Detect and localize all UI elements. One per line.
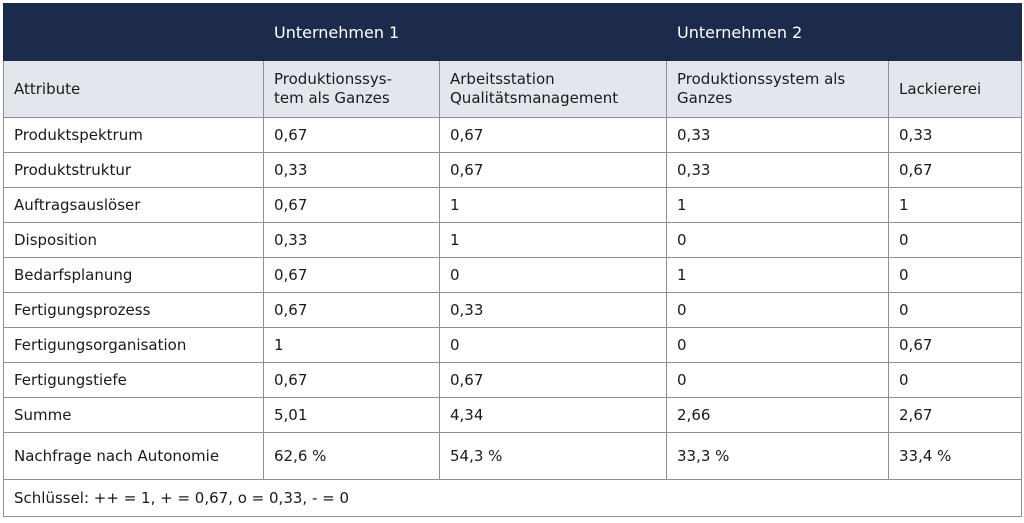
table-cell: 0,33 [263,152,440,188]
table-cell: 1 [666,257,890,293]
table-row: Bedarfsplanung 0,67 0 1 0 [3,257,1023,293]
table-cell: 2,67 [888,397,1023,433]
table-cell: 0 [438,327,668,363]
table-row: Disposition 0,33 1 0 0 [3,222,1023,258]
table-cell: 0 [888,257,1023,293]
table-cell: 0 [666,362,890,398]
row-label: Produktstruktur [3,152,264,188]
autonomy-table: Unternehmen 1 Unternehmen 2 Attribute Pr… [2,3,1023,517]
table-row: Fertigungsorganisation 1 0 0 0,67 [3,327,1023,363]
row-label: Fertigungstiefe [3,362,264,398]
table-cell: 0 [888,362,1023,398]
table-cell: 1 [438,222,668,258]
table-cell: 1 [888,187,1023,223]
table-cell: 0,33 [888,117,1023,153]
legend-row: Schlüssel: ++ = 1, + = 0,67, o = 0,33, -… [2,479,1023,517]
header-line: Qualitätsmanagement [450,89,619,107]
empty-corner-cell [3,3,264,61]
column-header-row: Attribute Produktionssys-tem als Ganzes … [3,60,1023,118]
table-cell: 0 [666,327,890,363]
table-cell: 0,67 [888,327,1023,363]
header-line: Ganzes [677,89,733,107]
row-label: Fertigungsorganisation [3,327,264,363]
row-label: Bedarfsplanung [3,257,264,293]
header-line: tem als Ganzes [274,89,390,107]
attribute-column-header: Attribute [3,60,264,118]
row-label: Summe [3,397,264,433]
table-cell: 5,01 [263,397,440,433]
table-cell: 1 [263,327,440,363]
table-cell: 62,6 % [263,432,440,480]
table-cell: 0 [666,292,890,328]
table-cell: 1 [438,187,668,223]
row-label: Disposition [3,222,264,258]
key-legend: Schlüssel: ++ = 1, + = 0,67, o = 0,33, -… [2,479,1023,517]
table-cell: 0,67 [438,152,668,188]
table-cell: 4,34 [438,397,668,433]
table-cell: 0,67 [263,292,440,328]
table-cell: 0 [438,257,668,293]
table-row: Fertigungsprozess 0,67 0,33 0 0 [3,292,1023,328]
table-cell: 54,3 % [438,432,668,480]
table-cell: 0 [888,222,1023,258]
autonomy-demand-row: Nachfrage nach Autonomie 62,6 % 54,3 % 3… [3,432,1023,480]
table-cell: 0,67 [263,187,440,223]
table-cell: 0 [666,222,890,258]
table-cell: 0,33 [438,292,668,328]
row-label: Produktspektrum [3,117,264,153]
table-cell: 0,67 [438,362,668,398]
column-header-production-system-2: Produktionssystem als Ganzes [666,60,890,118]
table-cell: 0,67 [438,117,668,153]
table-cell: 1 [666,187,890,223]
header-line: Arbeitsstation [450,70,555,88]
column-header-production-system-1: Produktionssys-tem als Ganzes [263,60,440,118]
table-cell: 0,33 [666,117,890,153]
table-row: Produktstruktur 0,33 0,67 0,33 0,67 [3,152,1023,188]
company-1-header: Unternehmen 1 [262,3,668,61]
row-label: Fertigungsprozess [3,292,264,328]
sum-row: Summe 5,01 4,34 2,66 2,67 [3,397,1023,433]
table-cell: 0,33 [666,152,890,188]
column-header-paint-shop: Lackiererei [888,60,1023,118]
table-row: Fertigungstiefe 0,67 0,67 0 0 [3,362,1023,398]
table-cell: 0 [888,292,1023,328]
company-header-row: Unternehmen 1 Unternehmen 2 [3,3,1023,61]
company-2-header: Unternehmen 2 [666,3,1023,61]
table-row: Auftragsauslöser 0,67 1 1 1 [3,187,1023,223]
table-cell: 0,67 [888,152,1023,188]
table-cell: 33,4 % [888,432,1023,480]
column-header-workstation-qm: Arbeitsstation Qualitätsmanagement [438,60,668,118]
table-cell: 0,67 [263,362,440,398]
table-row: Produktspektrum 0,67 0,67 0,33 0,33 [3,117,1023,153]
row-label: Nachfrage nach Autonomie [3,432,264,480]
header-line: Produktionssys- [274,70,392,88]
table-cell: 0,67 [263,257,440,293]
table-cell: 0,33 [263,222,440,258]
row-label: Auftragsauslöser [3,187,264,223]
header-line: Produktionssystem als [677,70,846,88]
table-cell: 33,3 % [666,432,890,480]
table-cell: 2,66 [666,397,890,433]
table-cell: 0,67 [263,117,440,153]
